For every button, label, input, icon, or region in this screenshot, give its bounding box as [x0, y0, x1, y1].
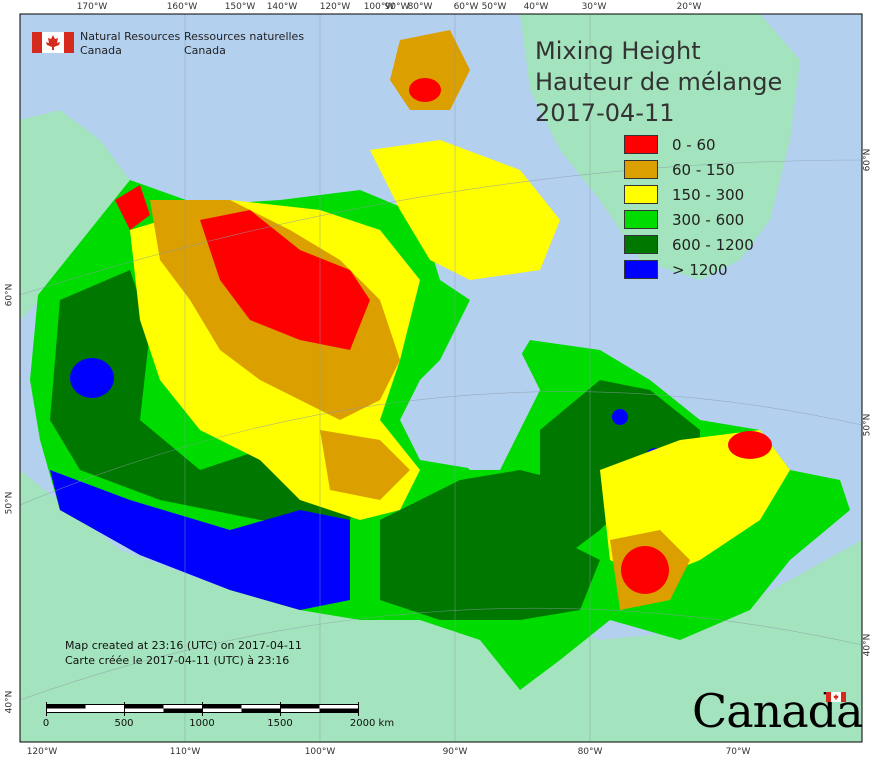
canada-flag-icon — [32, 32, 74, 53]
legend-label: 150 - 300 — [672, 185, 745, 204]
legend-swatch — [624, 260, 658, 279]
scale-label: 0 — [42, 718, 50, 729]
agency-name-english: Natural Resources Canada — [80, 30, 180, 58]
right-tick: 60°N — [862, 148, 873, 172]
top-tick: 160°W — [166, 2, 198, 12]
zone-0-60-yukon — [115, 185, 150, 230]
hudson-bay — [420, 340, 540, 470]
legend-item: 150 - 300 — [624, 182, 754, 207]
legend-item: > 1200 — [624, 257, 754, 282]
legend-item: 300 - 600 — [624, 207, 754, 232]
legend-label: 300 - 600 — [672, 210, 745, 229]
legend-swatch — [624, 210, 658, 229]
zone-0-60-labrador — [728, 431, 772, 459]
top-tick: 80°W — [407, 2, 433, 12]
top-tick: 90°W — [384, 2, 410, 12]
agency-name-french: Ressources naturelles Canada — [184, 30, 304, 58]
agency-english-line2: Canada — [80, 44, 122, 57]
title-french: Hauteur de mélange — [535, 68, 783, 96]
left-tick: 40°N — [4, 690, 15, 714]
bottom-tick: 70°W — [725, 747, 751, 757]
zone-over-1200-prairies — [50, 470, 350, 610]
bottom-tick: 120°W — [26, 747, 58, 757]
legend-swatch — [624, 160, 658, 179]
top-tick: 50°W — [481, 2, 507, 12]
legend-swatch — [624, 135, 658, 154]
zone-60-150-south — [320, 430, 410, 500]
title-date: 2017-04-11 — [535, 99, 675, 127]
legend-item: 0 - 60 — [624, 132, 754, 157]
credit-english: Map created at 23:16 (UTC) on 2017-04-11 — [65, 639, 302, 652]
top-tick: 30°W — [581, 2, 607, 12]
scale-label: 500 — [114, 718, 134, 729]
top-tick: 150°W — [224, 2, 256, 12]
top-tick: 120°W — [319, 2, 351, 12]
bottom-tick: 110°W — [169, 747, 201, 757]
scale-label: 2000 km — [349, 718, 395, 729]
zone-150-300-arctic — [370, 140, 560, 280]
bottom-tick: 80°W — [577, 747, 603, 757]
alaska-landmass — [20, 110, 130, 320]
graticule — [19, 14, 863, 742]
legend-label: 600 - 1200 — [672, 235, 754, 254]
bottom-tick: 100°W — [304, 747, 336, 757]
zone-over-1200-bc — [70, 358, 114, 398]
top-tick: 140°W — [266, 2, 298, 12]
zone-0-60-ellesmere — [409, 78, 441, 102]
legend-swatch — [624, 185, 658, 204]
agency-french-line2: Canada — [184, 44, 226, 57]
legend-label: 60 - 150 — [672, 160, 735, 179]
scale-label: 1000 — [189, 718, 215, 729]
map-credits: Map created at 23:16 (UTC) on 2017-04-11… — [65, 638, 302, 668]
credit-french: Carte créée le 2017-04-11 (UTC) à 23:16 — [65, 654, 290, 667]
left-tick: 60°N — [4, 283, 15, 307]
agency-french-line1: Ressources naturelles — [184, 30, 305, 43]
zone-over-1200-quebec — [612, 409, 628, 425]
zone-0-60-quebec — [621, 546, 669, 594]
legend-label: > 1200 — [672, 260, 728, 279]
legend: 0 - 60 60 - 150 150 - 300 300 - 600 600 … — [624, 132, 754, 282]
zone-600-1200-west — [50, 270, 360, 520]
zone-0-60-north — [200, 210, 370, 350]
agency-english-line1: Natural Resources — [80, 30, 181, 43]
legend-item: 600 - 1200 — [624, 232, 754, 257]
legend-item: 60 - 150 — [624, 157, 754, 182]
top-tick: 60°W — [453, 2, 479, 12]
top-tick: 170°W — [76, 2, 108, 12]
top-tick: 100°W — [363, 2, 395, 12]
top-tick: 20°W — [676, 2, 702, 12]
right-tick: 50°N — [862, 413, 873, 437]
map-frame — [19, 13, 863, 743]
right-tick: 40°N — [862, 633, 873, 657]
scale-bar-graphic — [46, 702, 359, 716]
legend-swatch — [624, 235, 658, 254]
united-states-landmass — [20, 470, 862, 742]
title-english: Mixing Height — [535, 37, 701, 65]
map-title: Mixing Height Hauteur de mélange 2017-04… — [535, 36, 782, 129]
bottom-tick: 90°W — [442, 747, 468, 757]
left-tick: 50°N — [4, 491, 15, 515]
legend-label: 0 - 60 — [672, 135, 716, 154]
top-tick: 40°W — [523, 2, 549, 12]
scale-label: 1500 — [267, 718, 293, 729]
wordmark-flag-icon — [826, 692, 846, 702]
